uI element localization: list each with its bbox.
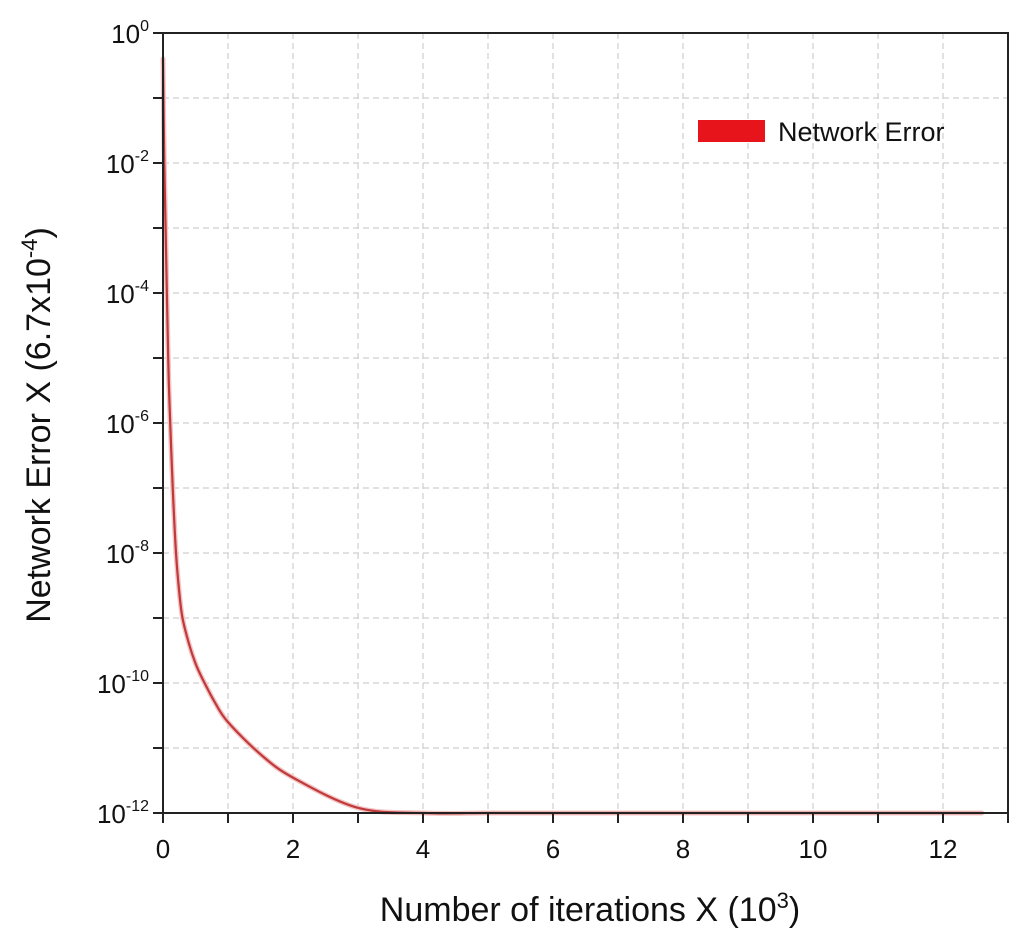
x-axis-label-superscript: 3 <box>777 888 789 913</box>
legend-label: Network Error <box>778 117 945 147</box>
series-layer <box>160 56 985 816</box>
y-axis-label-superscript: -4 <box>17 239 42 259</box>
x-tick-label: 8 <box>676 834 690 864</box>
x-tick-label: 6 <box>546 834 560 864</box>
y-tick-label: 10-4 <box>106 278 149 309</box>
x-tick-label: 2 <box>286 834 300 864</box>
series-line-network-error <box>161 57 984 815</box>
series-line-halo <box>160 56 985 816</box>
x-tick-label: 0 <box>156 834 170 864</box>
y-tick-label: 10-10 <box>97 668 149 699</box>
x-tick-label: 10 <box>799 834 828 864</box>
y-tick-label: 10-6 <box>106 408 149 439</box>
legend: Network Error <box>698 117 945 147</box>
y-tick-label: 10-2 <box>106 148 149 179</box>
x-axis-label: Number of iterations X (103) <box>380 888 800 929</box>
y-tick-label: 100 <box>111 18 149 49</box>
x-tick-label: 12 <box>929 834 958 864</box>
x-tick-labels: 0 2 4 6 8 10 12 <box>156 834 958 864</box>
legend-swatch <box>698 120 765 142</box>
x-tick-label: 4 <box>416 834 430 864</box>
y-tick-label: 10-8 <box>106 538 149 569</box>
y-tick-labels: 100 10-2 10-4 10-6 10-8 10-10 10-12 <box>97 18 149 829</box>
tick-marks <box>153 32 1009 823</box>
y-axis-label: Network Error X (6.7x10-4) <box>17 227 58 623</box>
y-tick-label: 10-12 <box>97 798 149 829</box>
grid-lines <box>163 33 1008 813</box>
